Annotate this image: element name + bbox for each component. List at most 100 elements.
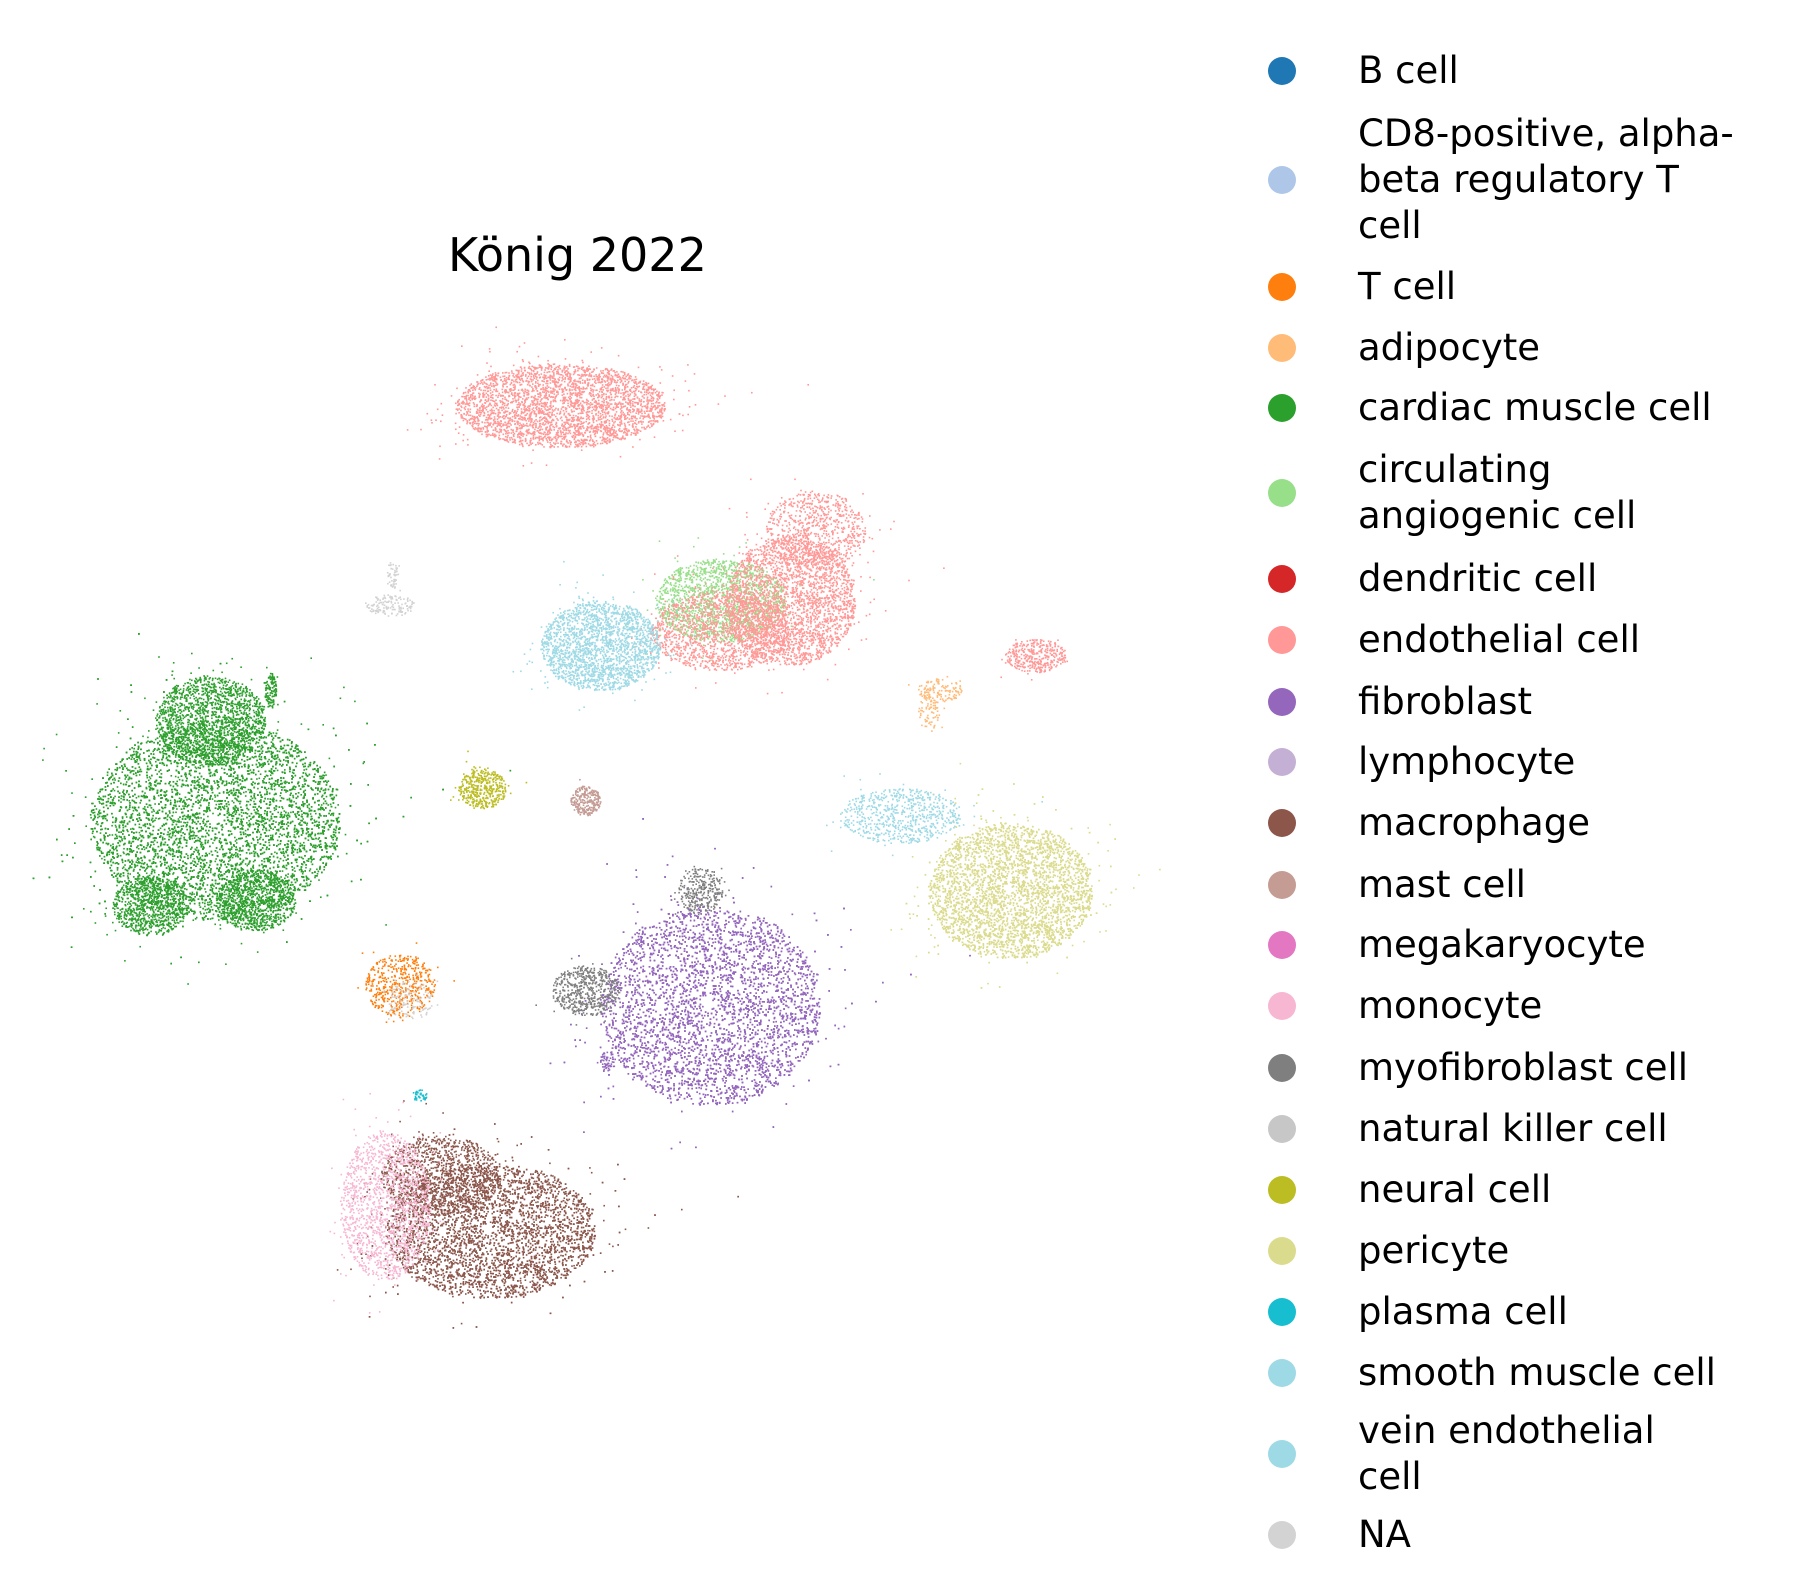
scatter-point bbox=[193, 869, 195, 871]
scatter-point bbox=[933, 724, 936, 727]
scatter-point bbox=[229, 830, 232, 833]
scatter-point bbox=[369, 990, 371, 992]
scatter-point bbox=[365, 987, 368, 989]
scatter-point bbox=[276, 902, 279, 905]
scatter-point bbox=[179, 800, 182, 803]
scatter-point bbox=[153, 810, 155, 813]
scatter-point bbox=[198, 853, 200, 856]
scatter-point bbox=[927, 714, 929, 717]
scatter-point bbox=[380, 1006, 383, 1009]
scatter-point bbox=[936, 707, 939, 709]
scatter-point bbox=[430, 990, 432, 993]
scatter-point bbox=[378, 961, 381, 963]
scatter-point bbox=[372, 968, 374, 971]
scatter-point bbox=[108, 778, 110, 781]
scatter-point bbox=[260, 733, 262, 736]
scatter-point bbox=[927, 703, 929, 705]
scatter-point bbox=[249, 798, 252, 801]
scatter-point bbox=[116, 768, 119, 770]
scatter-point bbox=[421, 1006, 423, 1009]
scatter-point bbox=[273, 809, 276, 812]
scatter-point bbox=[112, 843, 114, 845]
scatter-point bbox=[400, 968, 402, 970]
scatter-point bbox=[366, 977, 369, 979]
scatter-point bbox=[392, 1000, 395, 1002]
scatter-point bbox=[194, 861, 197, 864]
scatter-point bbox=[290, 811, 292, 814]
scatter-point bbox=[933, 683, 936, 686]
scatter-point bbox=[135, 797, 138, 799]
scatter-point bbox=[176, 844, 178, 846]
scatter-point bbox=[174, 835, 177, 837]
scatter-point bbox=[219, 842, 222, 845]
scatter-point bbox=[391, 985, 393, 987]
scatter-point bbox=[257, 787, 259, 790]
scatter-point bbox=[125, 791, 128, 794]
scatter-point bbox=[425, 979, 428, 982]
scatter-point bbox=[306, 806, 309, 809]
scatter-point bbox=[929, 721, 931, 724]
scatter-point bbox=[205, 862, 208, 864]
scatter-point bbox=[284, 769, 286, 771]
scatter-point bbox=[93, 811, 96, 814]
scatter-point bbox=[382, 958, 384, 961]
scatter-point bbox=[296, 849, 299, 851]
scatter-point bbox=[943, 700, 946, 703]
scatter-point bbox=[380, 992, 383, 995]
scatter-point bbox=[302, 818, 304, 820]
scatter-point bbox=[130, 828, 132, 830]
scatter-point bbox=[254, 752, 256, 755]
scatter-point bbox=[115, 818, 118, 820]
scatter-point bbox=[287, 873, 289, 875]
scatter-point bbox=[415, 958, 418, 960]
scatter-point bbox=[114, 768, 116, 771]
scatter-point bbox=[310, 861, 313, 863]
scatter-point bbox=[418, 1010, 421, 1013]
scatter-point bbox=[302, 857, 304, 860]
scatter-point bbox=[385, 961, 387, 964]
scatter-point bbox=[354, 700, 356, 703]
scatter-point bbox=[403, 968, 406, 971]
scatter-point bbox=[304, 821, 306, 824]
scatter-point bbox=[208, 852, 211, 855]
scatter-point bbox=[926, 697, 928, 699]
scatter-point bbox=[908, 684, 910, 686]
scatter-point bbox=[92, 802, 94, 805]
scatter-point bbox=[417, 997, 420, 1000]
scatter-point bbox=[368, 975, 370, 977]
scatter-point bbox=[183, 821, 185, 824]
scatter-point bbox=[279, 833, 281, 835]
scatter-point bbox=[218, 873, 221, 876]
scatter-point bbox=[400, 970, 402, 973]
scatter-point bbox=[932, 697, 934, 699]
scatter-point bbox=[304, 772, 307, 775]
scatter-point bbox=[232, 808, 235, 810]
scatter-point bbox=[384, 958, 386, 960]
scatter-point bbox=[296, 889, 299, 891]
scatter-point bbox=[111, 824, 113, 827]
scatter-point bbox=[377, 991, 379, 994]
scatter-point bbox=[205, 811, 208, 813]
scatter-point bbox=[91, 832, 94, 835]
scatter-point bbox=[247, 788, 250, 791]
scatter-point bbox=[268, 841, 270, 844]
scatter-point bbox=[147, 806, 149, 808]
scatter-point bbox=[148, 813, 150, 815]
scatter-point bbox=[942, 685, 944, 687]
scatter-point bbox=[170, 801, 172, 804]
scatter-point bbox=[396, 970, 398, 973]
scatter-point bbox=[377, 971, 379, 974]
scatter-point bbox=[373, 969, 376, 971]
scatter-point bbox=[411, 990, 414, 992]
scatter-point bbox=[188, 818, 191, 821]
scatter-point bbox=[91, 802, 93, 805]
scatter-point bbox=[399, 960, 402, 962]
scatter-point bbox=[207, 815, 209, 818]
scatter-point bbox=[172, 873, 174, 875]
scatter-point bbox=[424, 967, 426, 970]
scatter-point bbox=[178, 759, 180, 761]
scatter-point bbox=[318, 879, 320, 881]
scatter-point bbox=[944, 687, 946, 690]
scatter-point bbox=[309, 842, 312, 845]
scatter-point bbox=[430, 991, 432, 993]
